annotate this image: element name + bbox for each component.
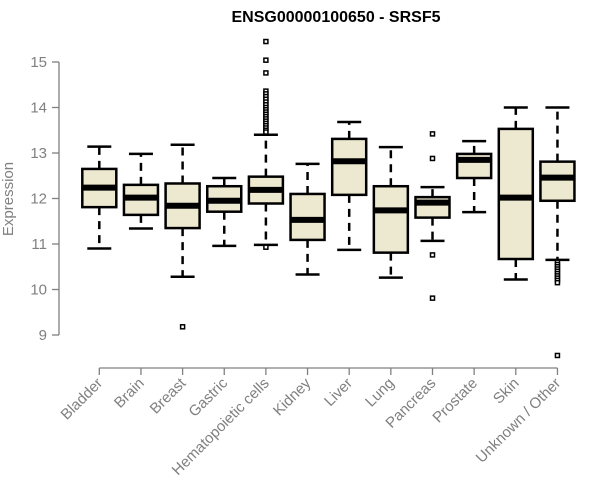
box-group-hematopoietic-cells [247,38,285,250]
box-group-pancreas [414,131,451,301]
y-axis-label: Expression [0,162,17,236]
y-tick-label: 15 [30,54,47,71]
y-tick-label: 12 [30,191,47,208]
box-group-bladder [81,145,118,250]
outlier-point [179,324,186,330]
outlier-point [429,155,436,162]
outlier-point [554,352,561,359]
x-tick-label: Prostate [429,375,481,427]
box-group-breast [164,143,201,330]
box-group-kidney [289,162,326,276]
box-group-gastric [206,176,243,248]
box [539,160,576,203]
outlier-point [263,244,269,250]
y-tick-label: 14 [30,100,47,117]
box-group-lung [372,145,410,279]
x-tick-label: Skin [490,375,523,408]
outlier-point [263,38,269,45]
outlier-point [554,279,561,286]
y-axis: 9 10 11 12 13 14 15 [30,54,60,344]
y-tick-label: 10 [30,282,47,299]
box-group-skin [497,106,535,281]
x-tick-label: Lung [362,375,398,411]
chart-title: ENSG00000100650 - SRSF5 [231,9,440,26]
outlier-point [429,131,436,137]
box-group-unknown-other [539,106,576,359]
box [497,127,535,261]
box [372,184,410,254]
box-group-prostate [455,139,493,214]
outlier-point [263,57,269,63]
box-group-liver [330,120,368,252]
x-tick-label: Liver [321,375,356,410]
box [330,137,368,197]
y-tick-label: 13 [30,145,47,162]
x-tick-label: Brain [111,375,148,412]
y-tick-label: 11 [31,236,47,253]
boxes [81,38,576,359]
x-tick-label: Bladder [58,375,107,424]
outlier-point [263,129,269,135]
x-tick-label: Breast [147,374,190,417]
box-group-brain [122,152,160,230]
y-tick-label: 9 [39,327,47,344]
x-tick-label: Kidney [270,374,315,419]
outlier-point [429,295,436,301]
outlier-point [429,252,436,258]
outlier-point [263,70,269,76]
